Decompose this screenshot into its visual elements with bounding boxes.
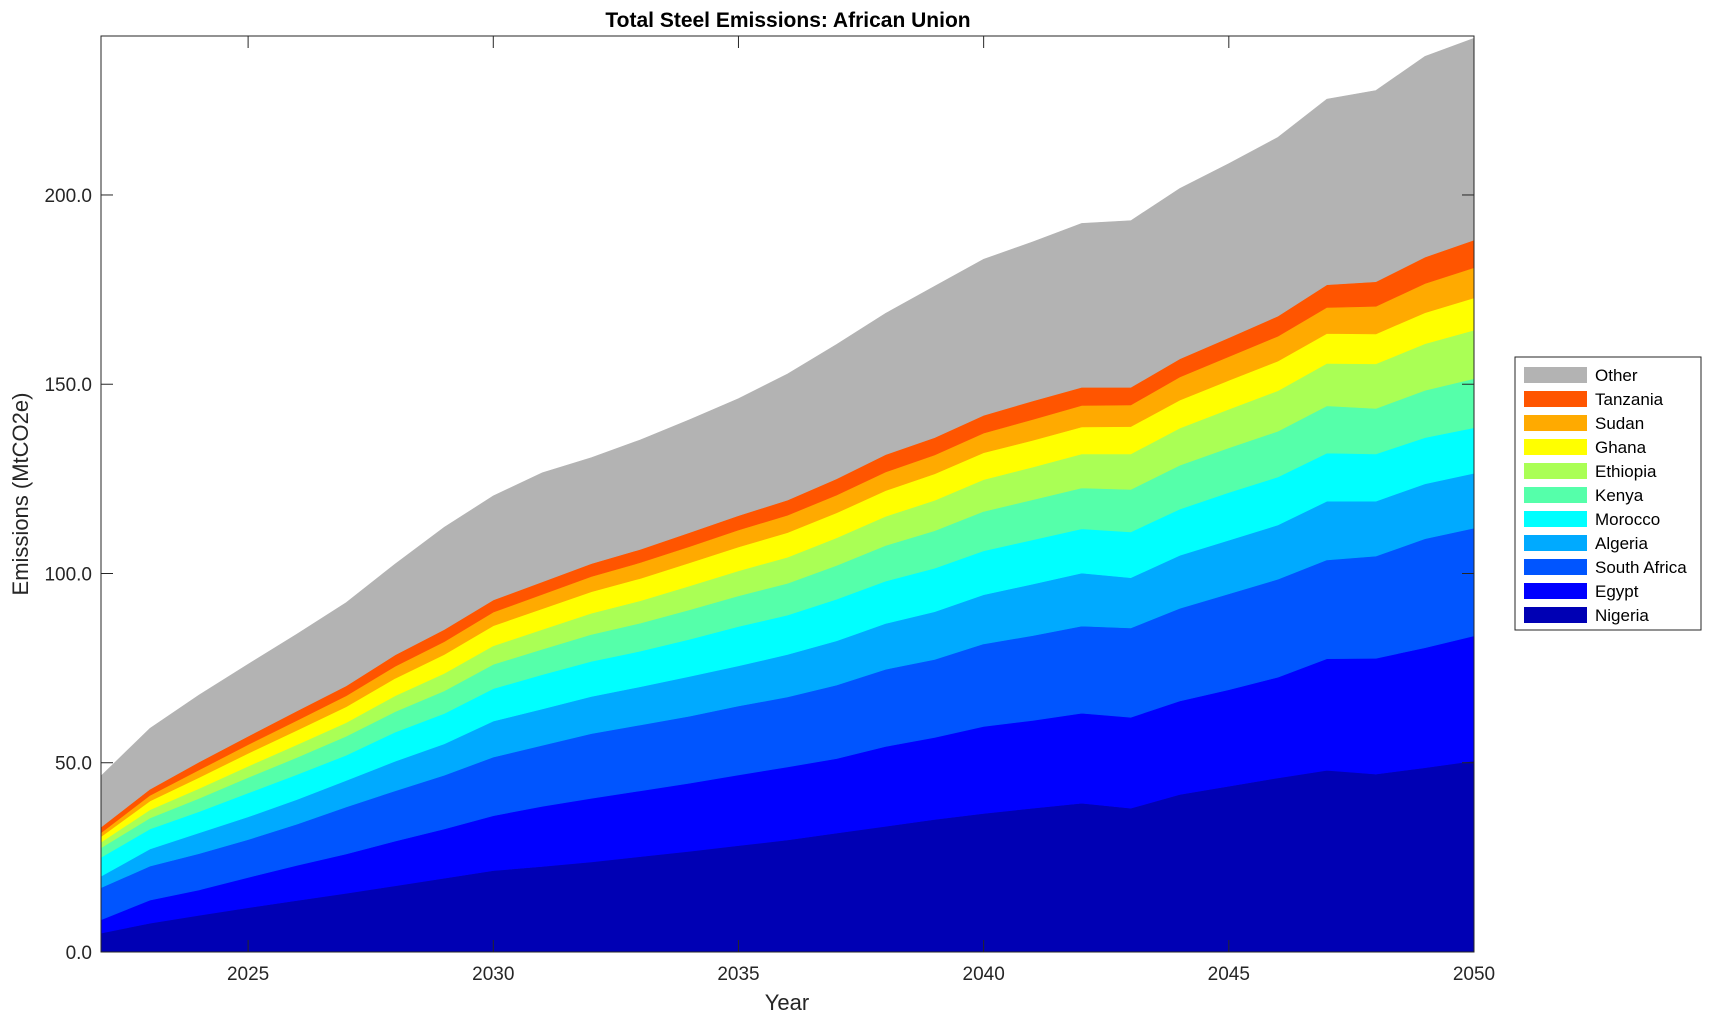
legend-label-south-africa: South Africa: [1595, 558, 1687, 577]
x-axis-title: Year: [765, 990, 809, 1015]
legend-label-morocco: Morocco: [1595, 510, 1660, 529]
legend-swatch-egypt: [1524, 583, 1587, 599]
area-layers: [100, 37, 1475, 953]
legend-label-kenya: Kenya: [1595, 486, 1644, 505]
legend-label-algeria: Algeria: [1595, 534, 1648, 553]
legend-label-ethiopia: Ethiopia: [1595, 462, 1657, 481]
chart-title: Total Steel Emissions: African Union: [605, 9, 970, 32]
legend-swatch-ghana: [1524, 439, 1587, 455]
legend-swatch-morocco: [1524, 511, 1587, 527]
x-tick-label: 2035: [717, 964, 759, 985]
y-axis-title: Emissions (MtCO2e): [8, 393, 33, 596]
y-tick-label: 0.0: [66, 943, 92, 964]
legend-label-tanzania: Tanzania: [1595, 390, 1664, 409]
legend-label-ghana: Ghana: [1595, 438, 1647, 457]
x-tick-label: 2050: [1453, 964, 1495, 985]
legend-swatch-other: [1524, 367, 1587, 383]
legend-label-sudan: Sudan: [1595, 414, 1644, 433]
x-tick-label: 2025: [227, 964, 269, 985]
legend-label-egypt: Egypt: [1595, 582, 1639, 601]
legend-label-nigeria: Nigeria: [1595, 606, 1649, 625]
y-tick-label: 100.0: [44, 564, 92, 585]
legend: Other Tanzania Sudan Ghana Ethiopia Kenya Moro…: [1514, 356, 1702, 631]
y-tick-label: 50.0: [55, 754, 92, 775]
legend-label-other: Other: [1595, 366, 1638, 385]
y-tick-label: 200.0: [44, 186, 92, 207]
y-tick-label: 150.0: [44, 375, 92, 396]
legend-swatch-nigeria: [1524, 607, 1587, 623]
plot-frame: [100, 35, 1475, 953]
x-tick-label: 2030: [472, 964, 514, 985]
legend-swatch-kenya: [1524, 487, 1587, 503]
x-tick-label: 2040: [963, 964, 1005, 985]
legend-swatch-algeria: [1524, 535, 1587, 551]
legend-swatch-ethiopia: [1524, 463, 1587, 479]
axis-ticks: 2025 2030 2035 2040 2045 2050 0.0 50.0 100.0 150.…: [44, 36, 1495, 985]
legend-swatch-tanzania: [1524, 391, 1587, 407]
x-tick-label: 2045: [1208, 964, 1250, 985]
legend-swatch-south-africa: [1524, 559, 1587, 575]
legend-swatch-sudan: [1524, 415, 1587, 431]
